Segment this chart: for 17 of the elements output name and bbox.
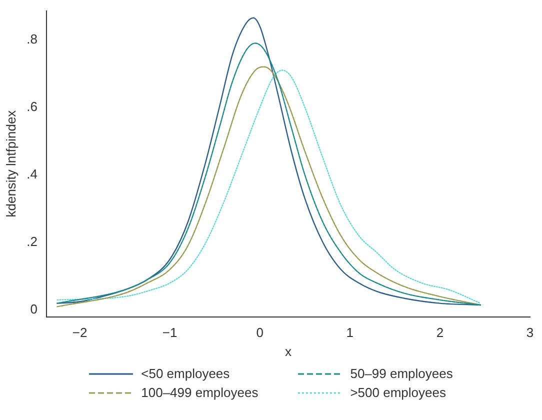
x-tick-label: 2 [436,325,444,340]
x-tick-label: −2 [72,325,88,340]
y-tick-label: .2 [26,234,38,250]
y-tick-label: .8 [26,31,38,46]
x-tick-label: 1 [346,325,354,340]
x-tick-label: 3 [526,325,534,340]
x-tick-label: −1 [162,325,178,340]
legend-label: 50–99 employees [350,366,453,381]
x-axis-title: x [284,344,292,359]
y-axis-title: kdensity lntfpindex [3,110,18,218]
legend-label: >500 employees [350,385,446,400]
y-tick-label: 0 [30,302,38,317]
y-tick-label: .6 [26,98,38,114]
x-tick-label: 0 [256,325,264,340]
legend-label: <50 employees [141,366,230,381]
legend-label: 100–499 employees [141,385,258,400]
y-tick-label: .4 [26,166,38,182]
